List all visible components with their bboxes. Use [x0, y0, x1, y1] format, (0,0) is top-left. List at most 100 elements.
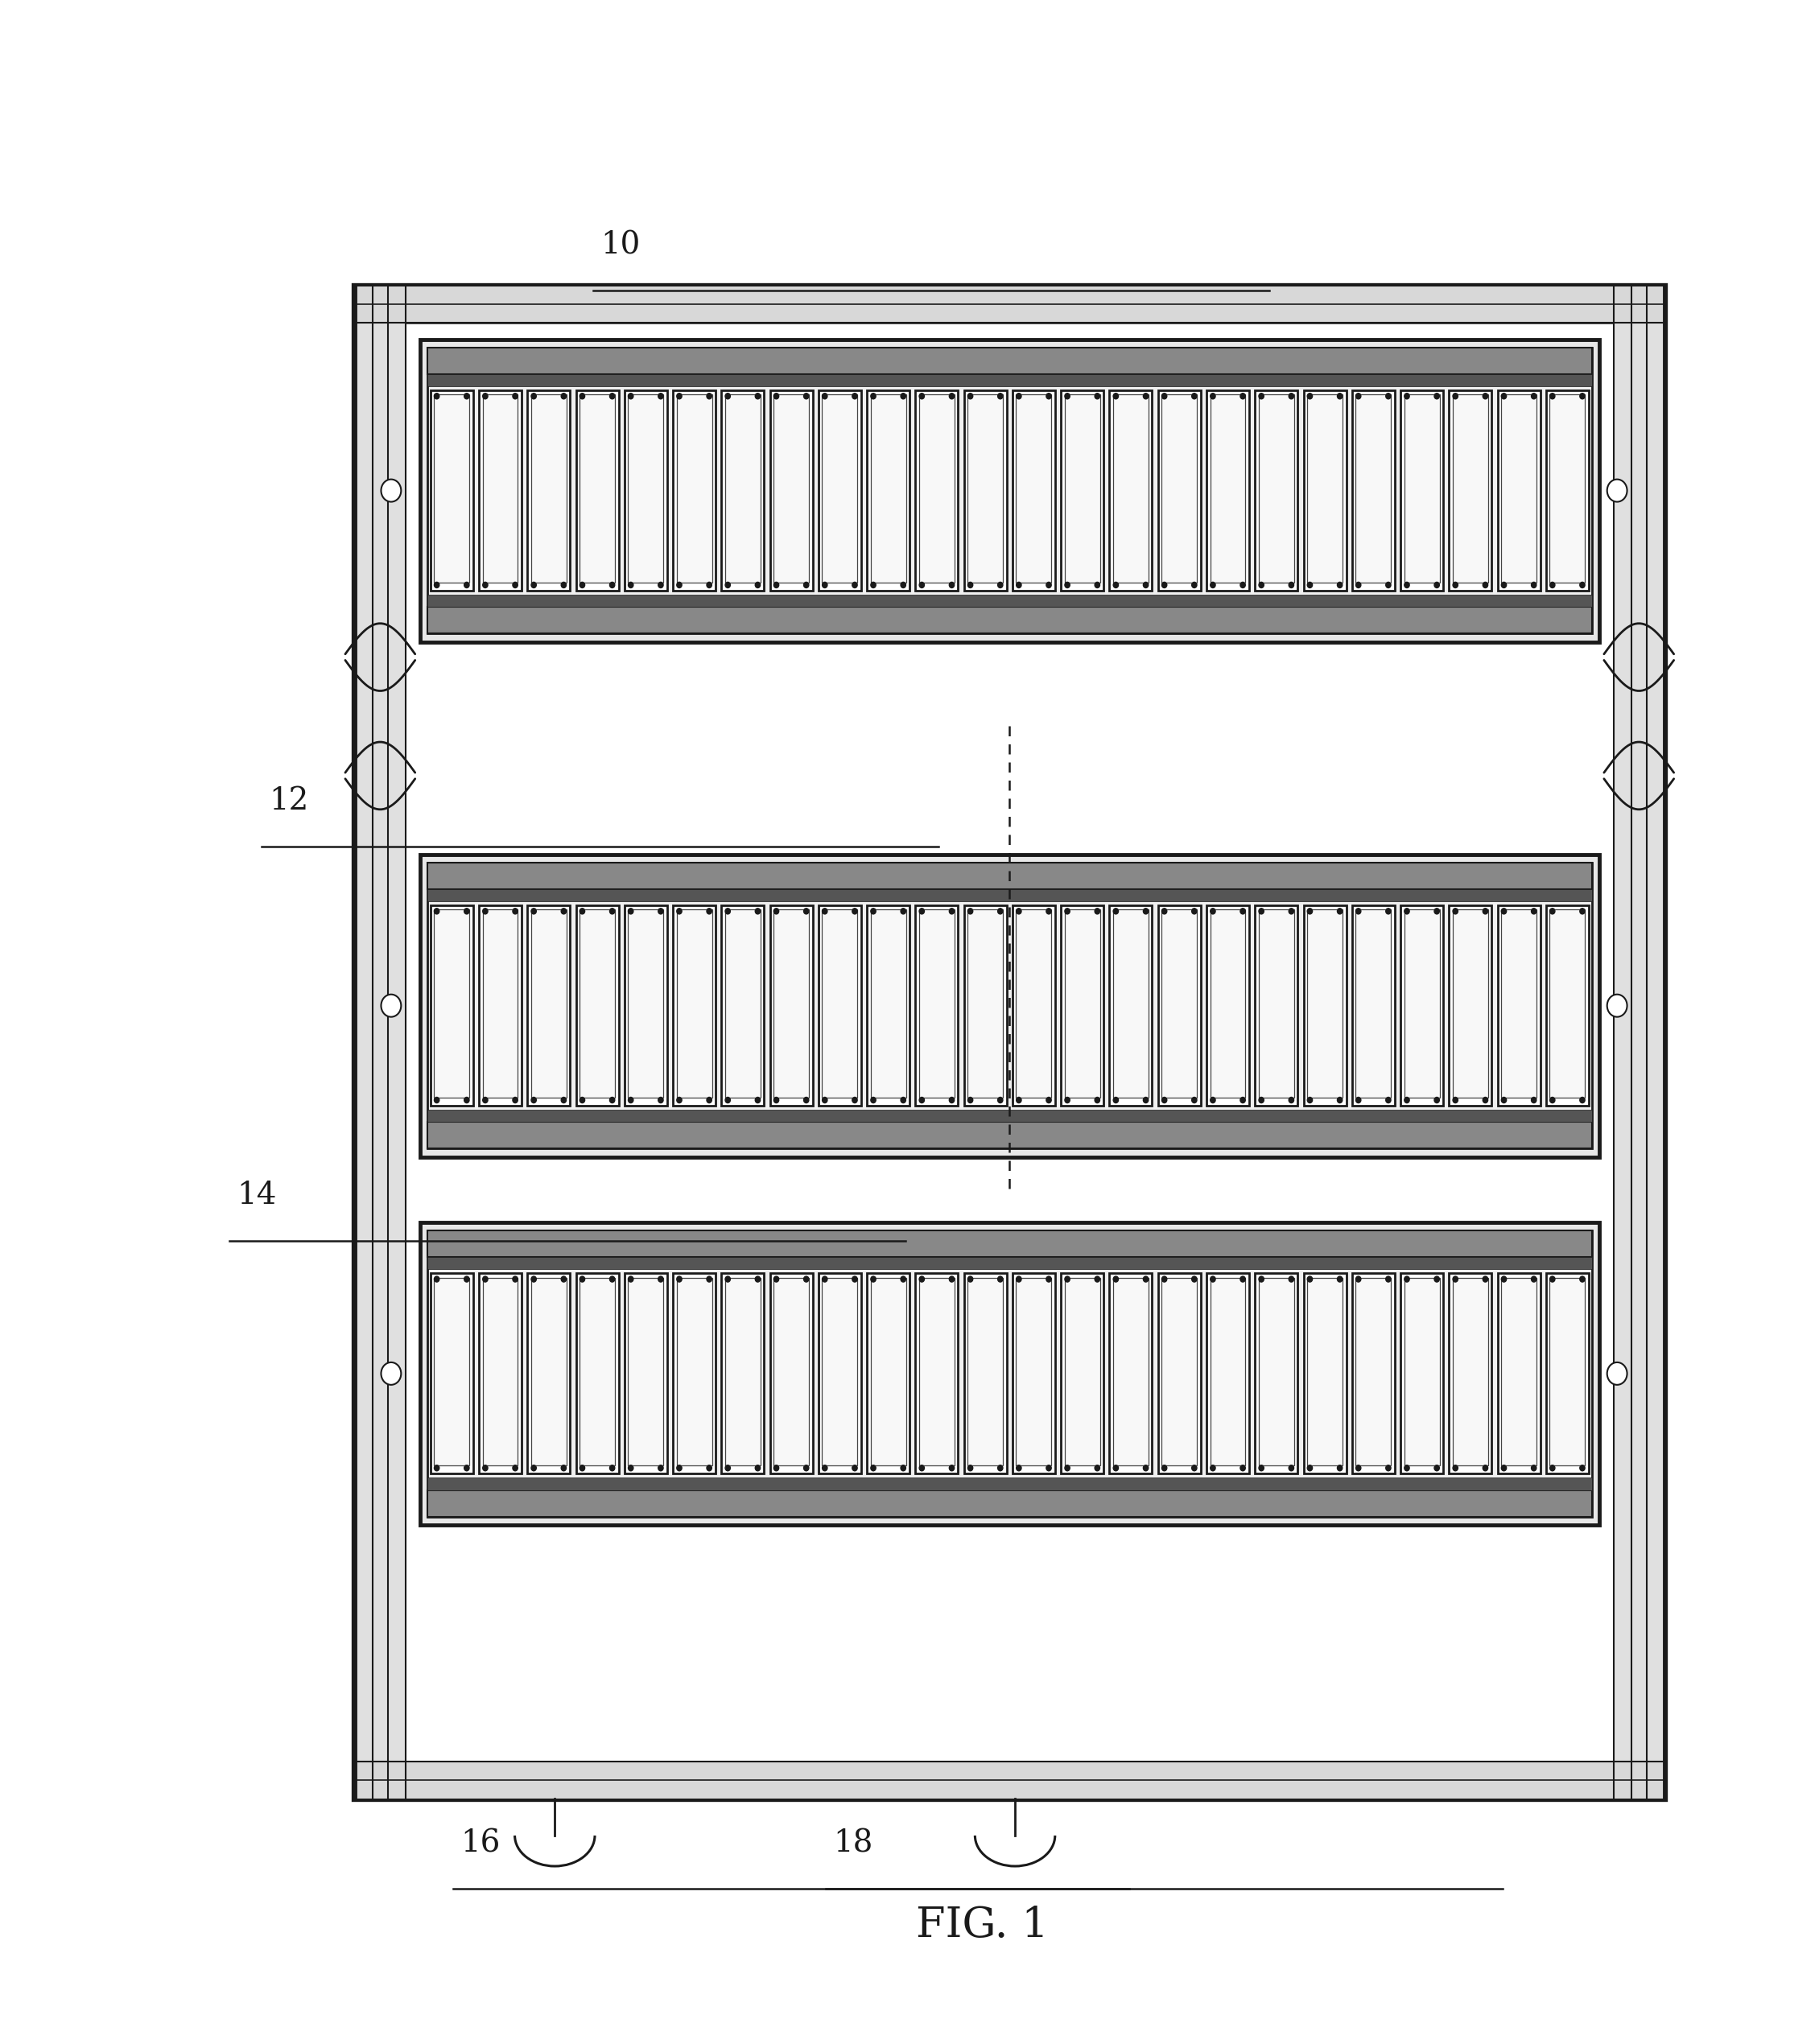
Circle shape [1162, 1466, 1168, 1472]
Bar [577, 390, 618, 591]
Bar [1304, 905, 1346, 1106]
Circle shape [1453, 1466, 1459, 1472]
Circle shape [773, 908, 779, 914]
Bar [1113, 394, 1148, 583]
Circle shape [1046, 1466, 1051, 1472]
Bar [427, 1490, 1592, 1517]
Bar [482, 910, 518, 1098]
Circle shape [1113, 1098, 1119, 1104]
Circle shape [1191, 1466, 1197, 1472]
Circle shape [513, 1275, 518, 1282]
Bar [580, 910, 615, 1098]
Circle shape [464, 908, 469, 914]
Bar [677, 394, 711, 583]
Circle shape [1259, 1098, 1264, 1104]
Circle shape [1608, 478, 1628, 501]
Circle shape [1453, 583, 1459, 589]
Circle shape [822, 1098, 828, 1104]
Circle shape [560, 1275, 566, 1282]
Circle shape [1288, 583, 1293, 589]
Circle shape [968, 583, 973, 589]
Circle shape [1191, 908, 1197, 914]
Circle shape [773, 583, 779, 589]
Bar [871, 1278, 906, 1466]
Circle shape [1162, 1275, 1168, 1282]
Circle shape [773, 1466, 779, 1472]
Circle shape [1532, 392, 1537, 399]
Circle shape [871, 583, 877, 589]
Bar [427, 1110, 1592, 1122]
Bar [677, 910, 711, 1098]
Bar [1159, 905, 1201, 1106]
Bar [726, 1278, 760, 1466]
Circle shape [1113, 392, 1119, 399]
Bar [427, 347, 1592, 374]
Circle shape [382, 1361, 400, 1386]
Circle shape [919, 1466, 924, 1472]
Circle shape [1532, 1098, 1537, 1104]
Circle shape [482, 583, 487, 589]
Circle shape [628, 1098, 633, 1104]
Circle shape [900, 1098, 906, 1104]
Circle shape [1501, 908, 1506, 914]
Circle shape [482, 1466, 487, 1472]
Circle shape [755, 908, 760, 914]
Circle shape [968, 1275, 973, 1282]
Circle shape [1210, 392, 1215, 399]
Circle shape [726, 1098, 729, 1104]
Bar [373, 307, 1646, 1778]
Circle shape [1113, 1275, 1119, 1282]
Bar [1013, 1273, 1055, 1474]
Bar [769, 905, 813, 1106]
Circle shape [999, 583, 1002, 589]
Circle shape [822, 583, 828, 589]
Circle shape [1453, 908, 1459, 914]
Bar [355, 286, 406, 1799]
Circle shape [999, 392, 1002, 399]
Bar [1259, 394, 1293, 583]
Bar [580, 394, 615, 583]
Circle shape [871, 1466, 877, 1472]
Circle shape [609, 1098, 615, 1104]
Circle shape [1162, 1098, 1168, 1104]
Circle shape [968, 1466, 973, 1472]
Circle shape [609, 392, 615, 399]
Circle shape [1435, 392, 1439, 399]
Circle shape [999, 1466, 1002, 1472]
Bar [1206, 1273, 1250, 1474]
Circle shape [1113, 908, 1119, 914]
Circle shape [1046, 908, 1051, 914]
Bar [1308, 910, 1342, 1098]
Circle shape [560, 583, 566, 589]
Circle shape [1288, 1275, 1293, 1282]
Bar [1206, 390, 1250, 591]
Bar [355, 1762, 1664, 1799]
Circle shape [560, 908, 566, 914]
Circle shape [677, 908, 682, 914]
Circle shape [1608, 995, 1628, 1018]
Bar [1404, 910, 1439, 1098]
Circle shape [1095, 1275, 1100, 1282]
Bar [1210, 1278, 1246, 1466]
Bar [427, 347, 1592, 634]
Circle shape [1191, 392, 1197, 399]
Circle shape [1482, 1466, 1488, 1472]
Bar [427, 1478, 1592, 1490]
Bar [1110, 905, 1151, 1106]
Circle shape [773, 1098, 779, 1104]
Bar [819, 1273, 860, 1474]
Circle shape [950, 392, 955, 399]
Circle shape [1162, 392, 1168, 399]
Circle shape [1210, 1098, 1215, 1104]
Bar [1501, 394, 1537, 583]
Bar [427, 863, 1592, 1149]
Circle shape [1386, 1275, 1392, 1282]
Circle shape [900, 392, 906, 399]
Bar [1064, 910, 1100, 1098]
Circle shape [1435, 1466, 1439, 1472]
Circle shape [950, 1466, 955, 1472]
Text: 18: 18 [833, 1829, 873, 1858]
Circle shape [1482, 392, 1488, 399]
Circle shape [1550, 392, 1555, 399]
Circle shape [482, 1098, 487, 1104]
